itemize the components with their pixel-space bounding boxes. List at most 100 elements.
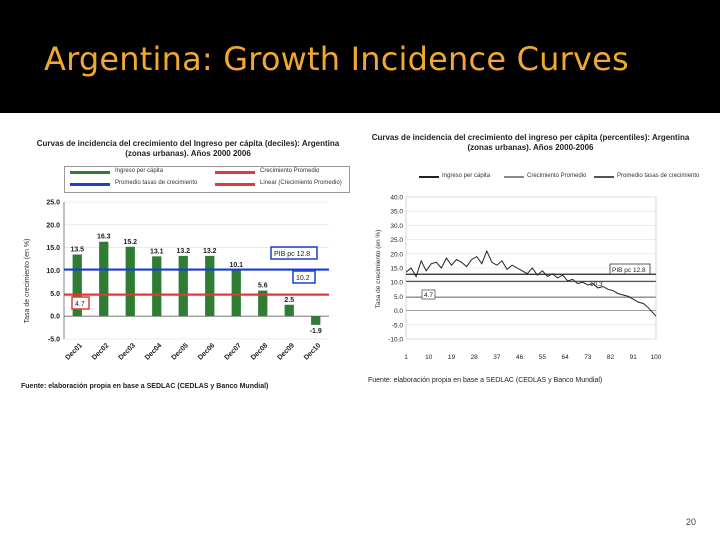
- legend-item-crecimiento: Crecimiento Promedio: [260, 168, 320, 174]
- percentiles-y-tick: -10.0: [388, 337, 403, 344]
- legend-swatch-crecimiento: [215, 171, 255, 174]
- deciles-x-tick: Dec09: [276, 342, 296, 362]
- percentiles-y-tick: 5.0: [394, 294, 403, 301]
- percentiles-y-tick: 40.0: [390, 195, 403, 202]
- deciles-bar-label: 13.1: [150, 248, 164, 255]
- percentiles-y-tick: 20.0: [390, 251, 403, 258]
- pib-annotation: PIB pc 12.8: [274, 251, 310, 258]
- legend-item-crecimiento-pct: Crecimiento Promedio: [527, 173, 587, 179]
- percentiles-x-tick: 64: [561, 354, 569, 361]
- percentiles-chart-title: Curvas de incidencia del crecimiento del…: [371, 133, 690, 152]
- legend-item-ingreso-pct: Ingreso per cápita: [442, 173, 491, 179]
- legend-swatch-promedio-pct: [594, 176, 614, 178]
- percentiles-x-tick: 1: [404, 354, 408, 361]
- percentiles-y-tick: -5.0: [392, 322, 404, 329]
- deciles-bar-label: 13.5: [70, 247, 84, 254]
- deciles-x-tick: Dec01: [64, 342, 84, 362]
- percentiles-x-tick: 73: [584, 354, 592, 361]
- deciles-bar: [311, 316, 321, 325]
- deciles-bar: [178, 255, 188, 317]
- deciles-y-tick: 15.0: [46, 245, 60, 252]
- deciles-x-tick: Dec08: [250, 342, 270, 362]
- deciles-bar: [284, 304, 294, 317]
- percentiles-y-tick: 15.0: [390, 266, 403, 273]
- deciles-bar: [152, 256, 162, 317]
- deciles-y-tick: 20.0: [46, 222, 60, 229]
- deciles-bar: [258, 290, 268, 317]
- deciles-bar-label: 13.2: [176, 248, 190, 255]
- mean-annotation-box-pct: [421, 289, 436, 300]
- percentiles-legend: Ingreso per cápita Crecimiento Promedio …: [419, 172, 699, 183]
- deciles-x-tick: Dec10: [303, 342, 323, 362]
- deciles-bar-label: 13.2: [203, 248, 217, 255]
- deciles-bar: [125, 246, 135, 317]
- deciles-bar-label: 15.2: [123, 239, 137, 246]
- deciles-y-tick: 0.0: [50, 314, 60, 321]
- deciles-x-tick: Dec07: [223, 342, 243, 362]
- deciles-y-tick: 5.0: [50, 291, 60, 298]
- deciles-y-tick: 10.0: [46, 268, 60, 275]
- pib-annotation-box: [270, 246, 318, 260]
- slide-header: Argentina: Growth Incidence Curves: [0, 0, 720, 113]
- deciles-chart-title: Curvas de incidencia del crecimiento del…: [36, 139, 340, 158]
- percentiles-line-chart: 40.0 35.0 30.0 25.0 20.0 15.0 10.0 5.0 0.0 -5.0 -1…: [375, 195, 662, 362]
- percentiles-x-tick: 19: [448, 354, 456, 361]
- percentiles-x-tick: 46: [516, 354, 524, 361]
- deciles-x-tick: Dec04: [144, 342, 164, 362]
- deciles-source: Fuente: elaboración propia en base a SED…: [21, 383, 269, 390]
- percentiles-y-axis-label: Tasa de crecimiento (en %): [375, 230, 382, 309]
- percentiles-x-tick: 82: [607, 354, 615, 361]
- deciles-bar: [99, 241, 109, 317]
- legend-swatch-ingreso-pct: [419, 176, 439, 178]
- percentiles-series-line: [405, 249, 657, 317]
- deciles-bar-chart: 13.5 16.3 15.2 13.1 13.2 13.2 10.1 5.6 2.5 -1.9 2…: [24, 200, 329, 362]
- percentiles-x-tick: 28: [471, 354, 479, 361]
- pib-annotation-box-pct: [609, 263, 651, 275]
- avg-growth-annotation-pct: 10.3: [590, 281, 603, 288]
- deciles-y-tick: 25.0: [46, 200, 60, 207]
- percentiles-y-tick: 10.0: [390, 280, 403, 287]
- legend-swatch-promedio: [70, 183, 110, 186]
- deciles-bar: [231, 270, 241, 317]
- deciles-bar-label: 16.3: [97, 234, 111, 241]
- deciles-x-tick: Dec06: [197, 342, 217, 362]
- mean-growth-annotation-pct: 4.7: [424, 292, 433, 299]
- percentiles-x-tick: 91: [630, 354, 638, 361]
- deciles-bar: [205, 255, 215, 317]
- legend-swatch-linear: [215, 183, 255, 186]
- legend-swatch-ingreso: [70, 171, 110, 174]
- pib-annotation-pct: PIB pc 12.8: [612, 267, 646, 274]
- deciles-y-axis-label: Tasa de crecimiento (en %): [24, 239, 31, 324]
- deciles-y-tick: -5.0: [48, 337, 60, 344]
- legend-item-ingreso: Ingreso per cápita: [115, 168, 164, 174]
- percentiles-y-tick: 30.0: [390, 223, 403, 230]
- slide-title: Argentina: Growth Incidence Curves: [44, 40, 629, 78]
- avg-growth-annotation: 10.2: [296, 275, 310, 282]
- deciles-bar-label: 10.1: [229, 262, 243, 269]
- percentiles-x-tick: 37: [493, 354, 501, 361]
- legend-item-linear: Linear (Crecimiento Promedio): [260, 180, 342, 186]
- mean-growth-annotation: 4.7: [75, 301, 85, 308]
- percentiles-y-tick: 35.0: [390, 209, 403, 216]
- percentiles-x-tick: 55: [539, 354, 547, 361]
- legend-item-promedio-pct: Promedio tasas de crecimiento: [617, 173, 700, 179]
- deciles-bar-label: -1.9: [310, 328, 322, 335]
- percentiles-x-tick: 10: [425, 354, 433, 361]
- deciles-x-tick: Dec05: [170, 342, 190, 362]
- percentiles-chart-panel: Curvas de incidencia del crecimiento del…: [364, 129, 699, 391]
- legend-item-promedio: Promedio tasas de crecimiento: [115, 180, 198, 186]
- deciles-bar-label: 5.6: [258, 283, 268, 290]
- page-number: 20: [685, 517, 696, 527]
- percentiles-x-tick: 100: [651, 354, 662, 361]
- legend-swatch-crecimiento-pct: [504, 176, 524, 178]
- percentiles-y-tick: 0.0: [394, 308, 403, 315]
- deciles-chart-panel: Curvas de incidencia del crecimiento del…: [19, 129, 350, 397]
- percentiles-source: Fuente: elaboración propia en base a SED…: [368, 377, 603, 384]
- deciles-x-tick: Dec03: [117, 342, 137, 362]
- deciles-bar-label: 2.5: [284, 297, 294, 304]
- deciles-legend: Ingreso per cápita Crecimiento Promedio …: [64, 166, 350, 193]
- deciles-bar: [72, 254, 82, 317]
- avg-annotation-box: [292, 270, 316, 284]
- deciles-x-tick: Dec02: [91, 342, 111, 362]
- mean-annotation-box: [71, 296, 90, 310]
